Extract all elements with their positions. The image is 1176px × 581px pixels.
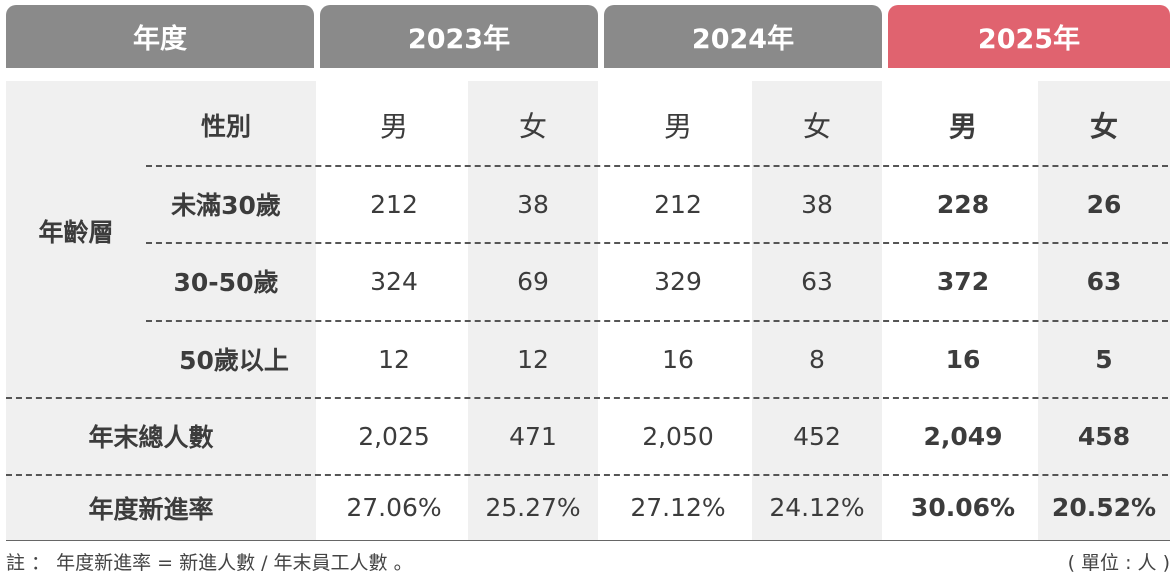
row-divider (146, 242, 1168, 244)
table-cell: 30.06% (910, 493, 1016, 522)
table-cell: 2,025 (358, 421, 430, 451)
header-year-2024: 2024年 (604, 5, 882, 68)
age-row-label: 50歲以上 (179, 346, 289, 375)
footnote-text: 註 ： 年度新進率 = 新進人數 / 年末員工人數 。 (6, 552, 413, 574)
table-cell: 5 (1095, 344, 1113, 374)
table-cell: 329 (654, 266, 702, 296)
table-cell: 26 (1086, 189, 1122, 219)
table-cell: 63 (801, 266, 833, 296)
new-rate-label: 年度新進率 (88, 494, 214, 524)
row-divider (6, 397, 1168, 399)
age-group-label: 年齡層 (38, 218, 114, 247)
header-year-2025: 2025年 (888, 5, 1170, 68)
table-cell: 372 (936, 266, 990, 296)
age-row-label: 未滿30歲 (171, 191, 281, 220)
table-cell: 212 (654, 189, 702, 219)
gender-cell: 女 (518, 110, 547, 143)
gender-cell: 男 (948, 110, 977, 143)
table-cell: 27.06% (346, 493, 442, 522)
header-year-2023: 2023年 (320, 5, 598, 68)
table-cell: 12 (517, 344, 549, 374)
total-label: 年末總人數 (88, 423, 214, 452)
row-divider (146, 165, 1168, 167)
table-cell: 38 (517, 189, 549, 219)
table-cell: 25.27% (485, 493, 581, 522)
gender-label: 性別 (200, 112, 251, 141)
gender-cell: 女 (1089, 110, 1118, 143)
col-2024-female-shade (752, 81, 882, 540)
col-2023-female-shade (468, 81, 598, 540)
table-cell: 27.12% (630, 493, 726, 522)
table-cell: 8 (809, 344, 825, 374)
table-cell: 212 (370, 189, 418, 219)
table-cell: 2,050 (642, 421, 714, 451)
table-cell: 452 (793, 421, 841, 451)
table-bottom-rule (6, 540, 1170, 541)
table-cell: 471 (509, 421, 557, 451)
row-divider (6, 474, 1168, 476)
table-cell: 324 (370, 266, 418, 296)
row-divider (146, 320, 1168, 322)
table-cell: 38 (801, 189, 833, 219)
col-2025-female-shade (1038, 81, 1170, 540)
gender-cell: 女 (802, 110, 831, 143)
gender-cell: 男 (379, 110, 408, 143)
table-cell: 458 (1077, 421, 1131, 451)
table-cell: 12 (378, 344, 410, 374)
age-row-label: 30-50歲 (173, 268, 279, 297)
table-cell: 20.52% (1051, 493, 1157, 522)
table-cell: 16 (662, 344, 694, 374)
table-cell: 69 (517, 266, 549, 296)
table-cell: 228 (936, 189, 990, 219)
unit-note: ( 單位 : 人 ) (1067, 552, 1170, 574)
header-year-label: 年度 (6, 5, 314, 68)
table-cell: 16 (945, 344, 981, 374)
table-cell: 63 (1086, 266, 1122, 296)
table-cell: 2,049 (923, 421, 1003, 451)
label-column-shade (6, 81, 316, 540)
gender-cell: 男 (663, 110, 692, 143)
table-cell: 24.12% (769, 493, 865, 522)
